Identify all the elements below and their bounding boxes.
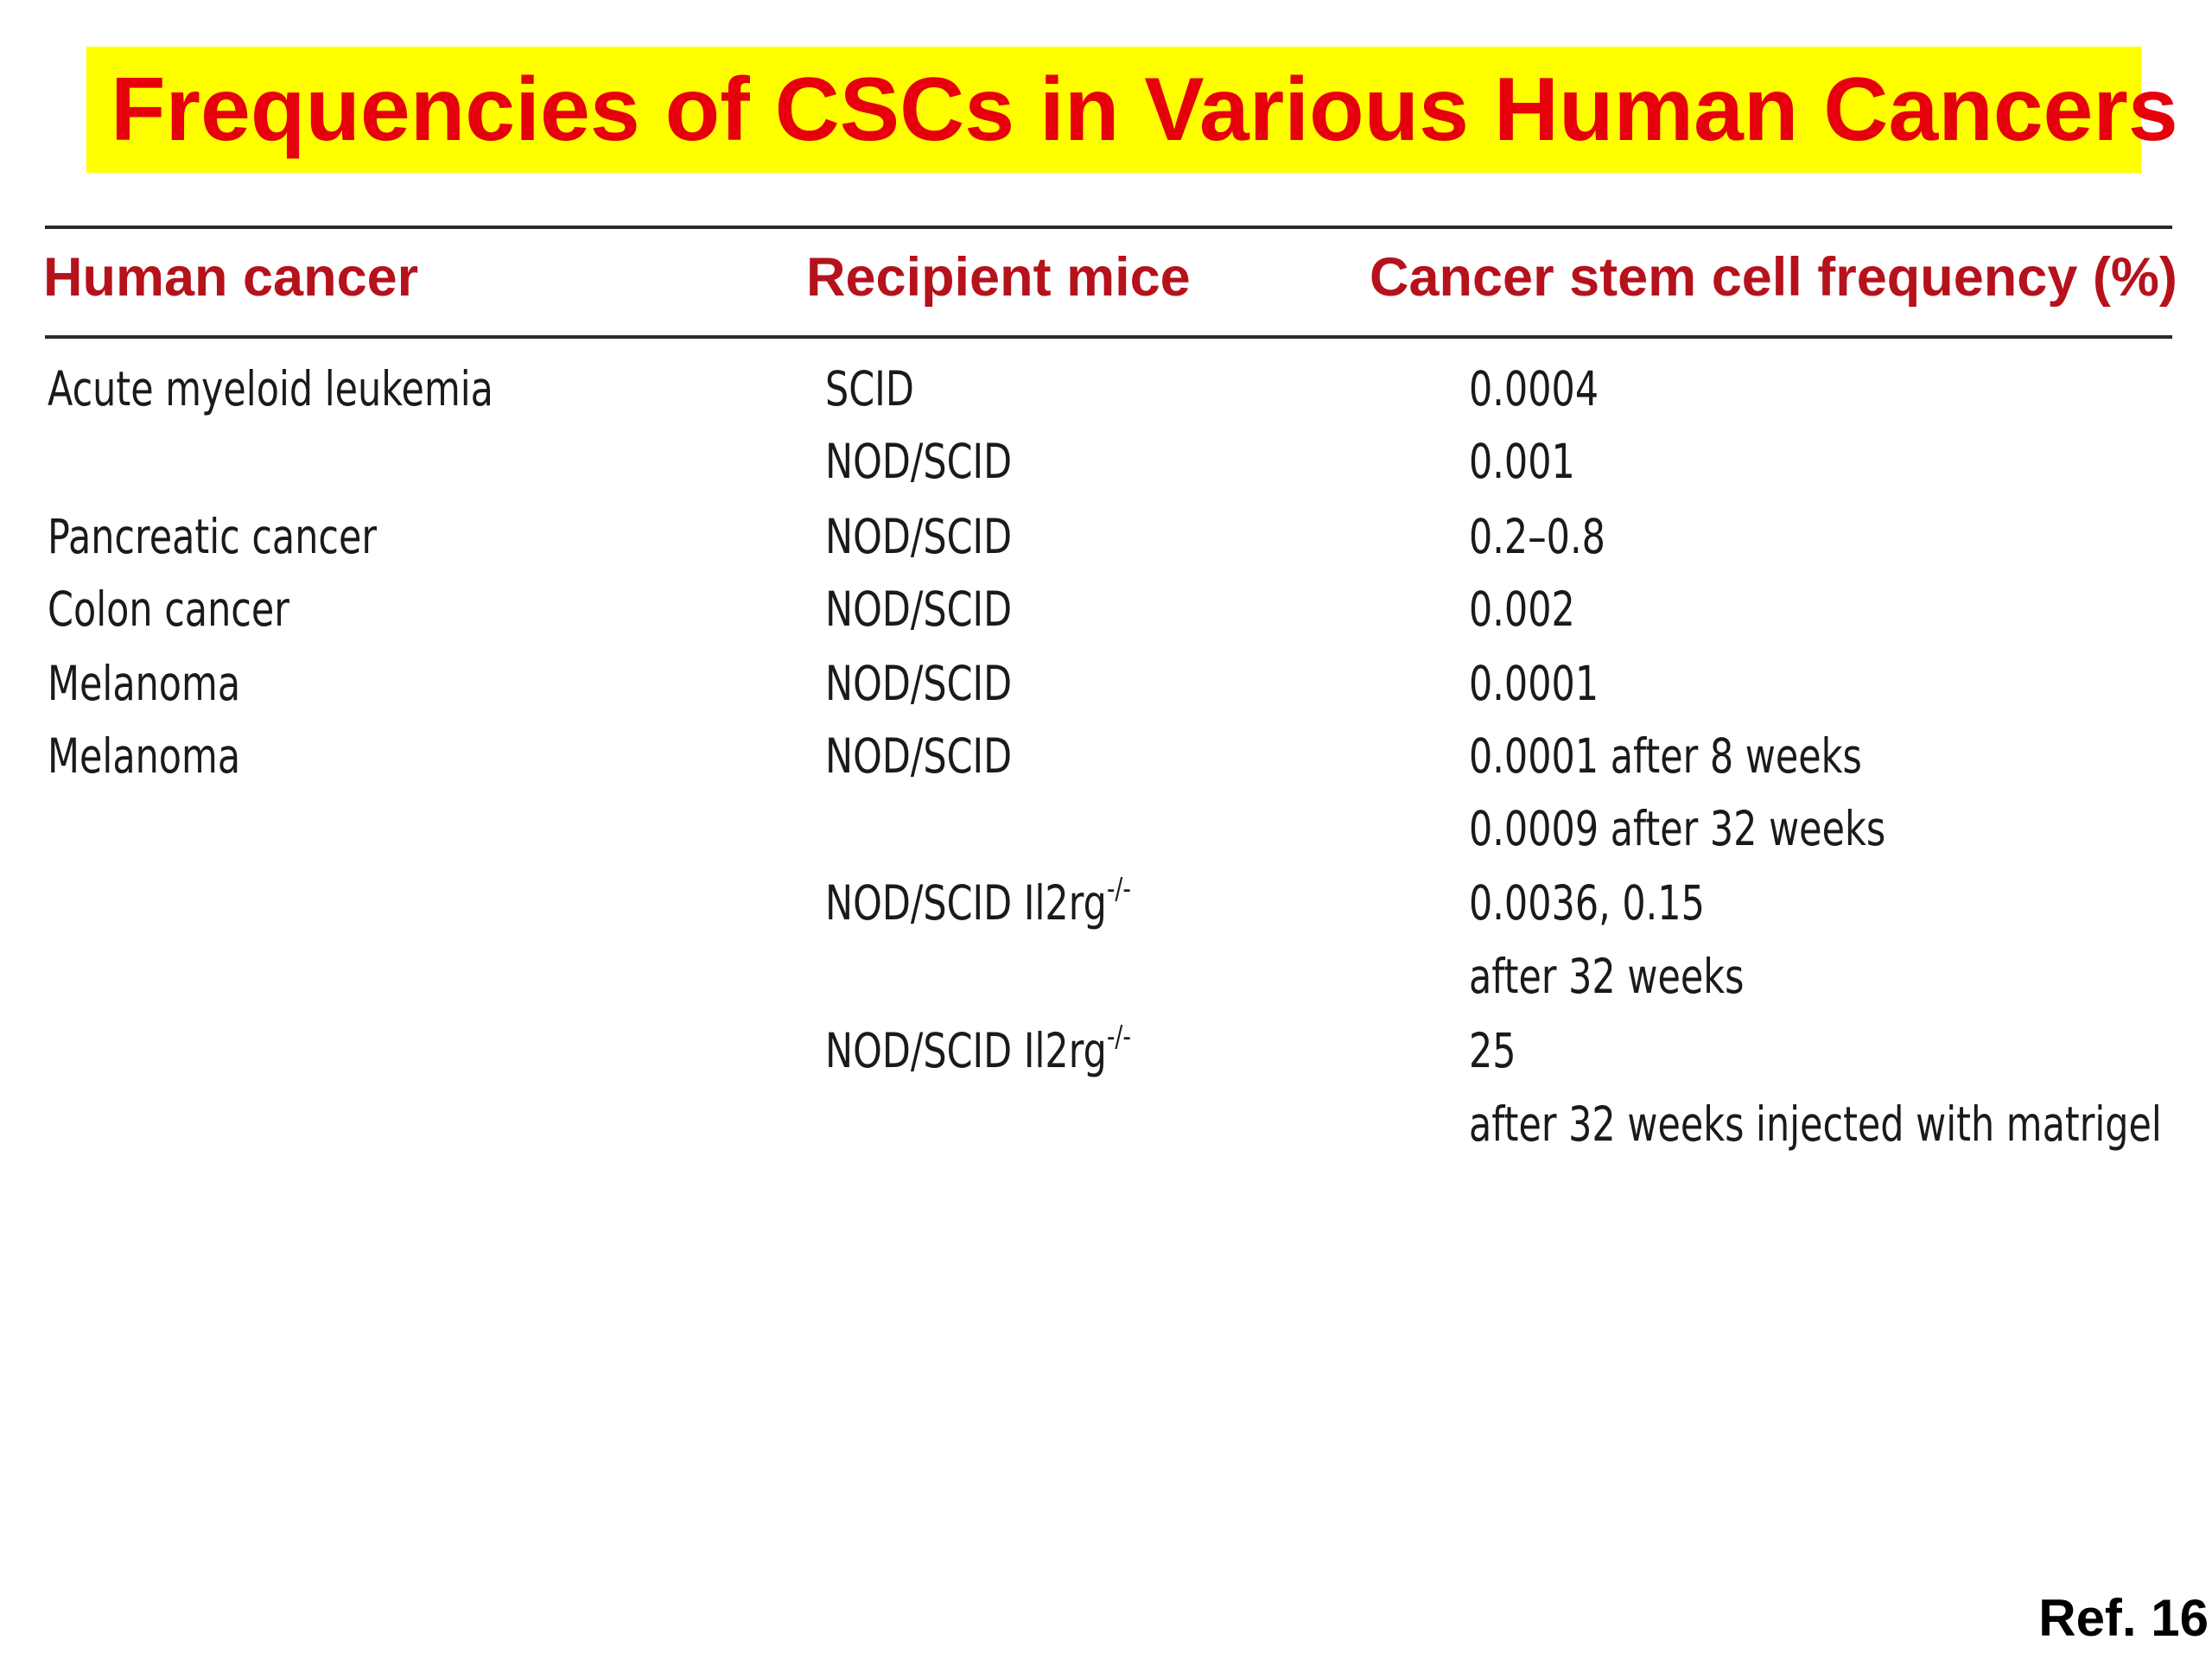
cell-frequency: 0.0036, 0.15 (1469, 875, 1705, 931)
cell-recipient-mice: NOD/SCID Il2rg-/- (825, 872, 1131, 931)
cell-human-cancer: Melanoma (48, 728, 241, 784)
cell-frequency: 0.002 (1469, 582, 1575, 637)
cell-frequency: 25 (1469, 1023, 1516, 1078)
cell-frequency: after 32 weeks (1469, 949, 1745, 1004)
cell-recipient-mice: NOD/SCID Il2rg-/- (825, 1020, 1131, 1078)
table-header-row: Human cancer Recipient mice Cancer stem … (0, 242, 2212, 320)
slide-title: Frequencies of CSCs in Various Human Can… (111, 60, 2178, 160)
table-row: NOD/SCID Il2rg-/- 0.0036, 0.15 (0, 868, 2212, 943)
table-row: after 32 weeks injected with matrigel (0, 1090, 2212, 1164)
cell-frequency: 0.2–0.8 (1469, 509, 1605, 564)
cell-human-cancer: Melanoma (48, 656, 241, 711)
cell-human-cancer: Pancreatic cancer (48, 509, 378, 564)
cell-human-cancer: Acute myeloid leukemia (48, 361, 493, 416)
cell-recipient-mice: NOD/SCID (825, 582, 1013, 637)
table-top-rule (45, 226, 2172, 229)
table-row: 0.0009 after 32 weeks (0, 794, 2212, 868)
cell-recipient-mice: NOD/SCID (825, 728, 1013, 784)
table-row: Colon cancer NOD/SCID 0.002 (0, 575, 2212, 649)
table-row: after 32 weeks (0, 942, 2212, 1016)
table-row: NOD/SCID Il2rg-/- 25 (0, 1016, 2212, 1090)
table-row: NOD/SCID 0.001 (0, 427, 2212, 501)
header-recipient-mice: Recipient mice (806, 247, 1191, 308)
cell-frequency: 0.0009 after 32 weeks (1469, 801, 1886, 856)
table-row: Acute myeloid leukemia SCID 0.0004 (0, 354, 2212, 429)
header-csc-frequency: Cancer stem cell frequency (%) (1370, 247, 2177, 308)
title-banner: Frequencies of CSCs in Various Human Can… (86, 47, 2178, 173)
cell-frequency: 0.0004 (1469, 361, 1599, 416)
cell-frequency: after 32 weeks injected with matrigel (1469, 1096, 2162, 1152)
cell-recipient-mice: NOD/SCID (825, 509, 1013, 564)
cell-recipient-mice: NOD/SCID (825, 434, 1013, 489)
reference-note: Ref. 16 (2038, 1589, 2209, 1647)
header-human-cancer: Human cancer (43, 247, 419, 308)
cell-frequency: 0.0001 after 8 weeks (1469, 728, 1862, 784)
table-header-rule (45, 335, 2172, 339)
cell-recipient-mice: NOD/SCID (825, 656, 1013, 711)
table-row: Melanoma NOD/SCID 0.0001 after 8 weeks (0, 721, 2212, 796)
cell-recipient-mice: SCID (825, 361, 914, 416)
table-row: Pancreatic cancer NOD/SCID 0.2–0.8 (0, 502, 2212, 576)
cell-frequency: 0.0001 (1469, 656, 1599, 711)
cell-human-cancer: Colon cancer (48, 582, 289, 637)
cell-frequency: 0.001 (1469, 434, 1575, 489)
table-row: Melanoma NOD/SCID 0.0001 (0, 649, 2212, 723)
